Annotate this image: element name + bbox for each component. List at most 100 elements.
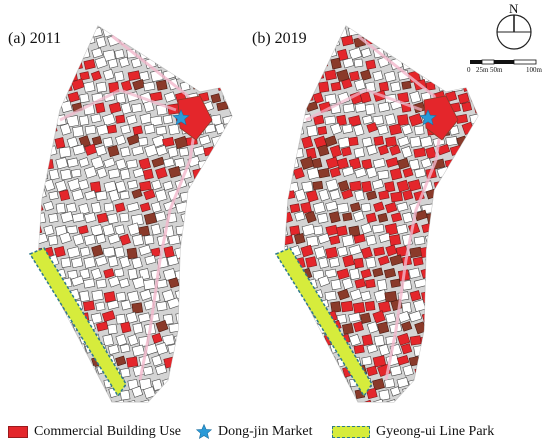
building-footprint	[167, 343, 179, 354]
building-footprint	[284, 69, 288, 81]
building-footprint	[389, 254, 403, 266]
building-footprint	[401, 123, 413, 136]
building-footprint	[353, 123, 365, 137]
building-footprint	[96, 212, 109, 224]
building-footprint	[241, 57, 254, 69]
building-footprint	[95, 144, 107, 157]
building-footprint	[162, 26, 174, 37]
building-footprint	[433, 267, 448, 281]
building-footprint	[187, 354, 202, 369]
building-footprint	[445, 335, 459, 347]
building-footprint	[114, 202, 126, 213]
building-footprint	[199, 26, 211, 38]
building-footprint	[67, 356, 80, 369]
building-footprint	[425, 367, 437, 377]
building-footprint	[192, 189, 205, 202]
building-footprint	[115, 355, 127, 367]
building-footprint	[377, 255, 390, 266]
building-footprint	[198, 179, 212, 190]
building-footprint	[223, 26, 232, 38]
building-footprint	[115, 313, 126, 325]
building-footprint	[223, 377, 232, 390]
building-footprint	[60, 168, 72, 181]
building-footprint	[71, 78, 85, 91]
building-footprint	[223, 399, 232, 402]
building-footprint	[47, 322, 59, 335]
building-footprint	[372, 310, 386, 324]
star-icon	[196, 424, 212, 440]
building-footprint	[361, 399, 374, 402]
building-footprint	[115, 180, 127, 193]
building-footprint	[373, 201, 385, 213]
building-footprint	[456, 48, 470, 60]
building-footprint	[66, 115, 80, 128]
building-footprint	[156, 57, 168, 69]
building-footprint	[156, 35, 169, 49]
building-footprint	[107, 344, 120, 355]
building-footprint	[401, 36, 413, 48]
building-footprint	[421, 26, 434, 38]
building-footprint	[42, 69, 54, 81]
building-footprint	[235, 246, 247, 257]
building-footprint	[372, 378, 385, 391]
building-footprint	[58, 189, 71, 202]
building-footprint	[90, 70, 102, 82]
building-footprint	[480, 311, 491, 321]
building-footprint	[236, 289, 249, 301]
building-footprint	[132, 78, 146, 91]
building-footprint	[143, 386, 156, 399]
building-footprint	[481, 114, 493, 126]
building-footprint	[163, 245, 175, 259]
building-footprint	[78, 400, 90, 402]
building-footprint	[83, 256, 97, 269]
building-footprint	[354, 78, 366, 91]
building-footprint	[241, 256, 253, 266]
building-footprint	[360, 69, 372, 81]
building-footprint	[235, 314, 246, 324]
building-footprint	[448, 322, 460, 335]
building-footprint	[348, 136, 359, 147]
building-footprint	[336, 268, 350, 280]
building-footprint	[191, 36, 205, 49]
building-footprint	[239, 300, 250, 310]
building-footprint	[127, 179, 139, 190]
building-footprint	[340, 300, 354, 313]
building-footprint	[461, 232, 473, 243]
building-footprint	[361, 136, 373, 148]
building-footprint	[336, 157, 349, 170]
building-footprint	[127, 268, 138, 280]
building-footprint	[486, 279, 497, 291]
building-footprint	[485, 80, 496, 90]
building-footprint	[284, 135, 288, 148]
building-footprint	[401, 321, 413, 332]
building-footprint	[192, 389, 206, 400]
building-footprint	[215, 146, 227, 157]
building-footprint	[365, 278, 376, 289]
building-footprint	[215, 166, 230, 180]
building-footprint	[154, 189, 168, 202]
building-footprint	[168, 277, 180, 289]
building-footprint	[460, 169, 472, 180]
building-footprint	[324, 115, 337, 125]
legend-label-commercial: Commercial Building Use	[34, 424, 181, 439]
building-footprint	[336, 202, 350, 214]
building-footprint	[284, 311, 289, 323]
building-footprint	[167, 234, 181, 246]
building-footprint	[166, 255, 179, 267]
building-footprint	[48, 213, 59, 224]
building-footprint	[222, 137, 232, 148]
building-footprint	[175, 225, 187, 236]
building-footprint	[236, 137, 246, 146]
building-footprint	[402, 386, 414, 400]
building-footprint	[312, 357, 323, 367]
building-footprint	[292, 167, 305, 180]
building-footprint	[71, 34, 84, 46]
building-footprint	[132, 125, 143, 136]
building-footprint	[361, 356, 373, 366]
building-footprint	[456, 158, 469, 170]
building-footprint	[114, 49, 125, 60]
building-footprint	[317, 57, 329, 69]
building-footprint	[131, 36, 144, 48]
building-footprint	[155, 342, 169, 356]
building-footprint	[215, 256, 226, 267]
